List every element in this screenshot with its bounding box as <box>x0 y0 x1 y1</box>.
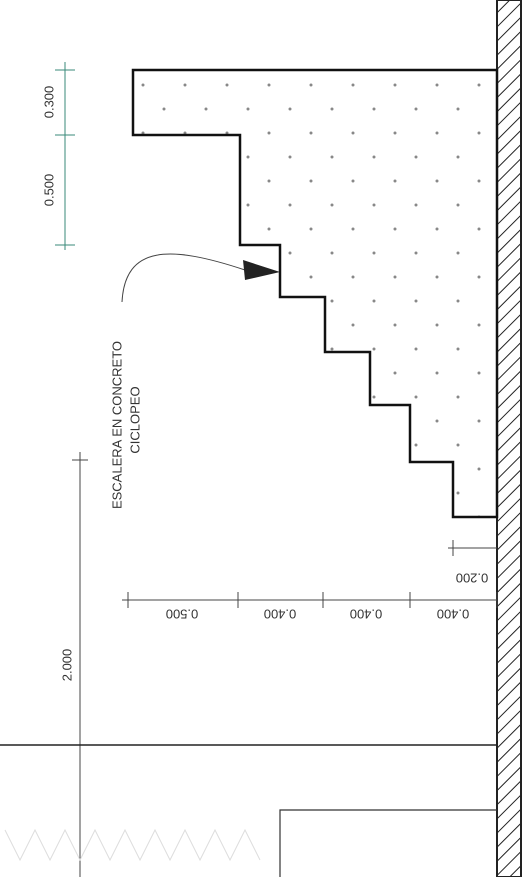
dimension-label: 0.300 <box>41 86 56 119</box>
dimension-label: 0.400 <box>264 607 297 622</box>
small-dimension: 0.200 <box>448 540 497 586</box>
leader-line <box>121 253 246 303</box>
dimension-label: 0.400 <box>437 607 470 622</box>
dimension-label: 0.500 <box>166 607 199 622</box>
dimension-label: 0.200 <box>456 571 489 586</box>
outline <box>279 809 497 877</box>
wall <box>496 0 522 877</box>
concrete-stair <box>131 68 499 519</box>
left-dimension: 0.300 0.500 <box>41 62 75 250</box>
dimension-label: 0.400 <box>350 607 383 622</box>
dimension-label: 2.000 <box>59 649 74 682</box>
bottom-dimension: 0.500 0.400 0.400 0.400 <box>122 592 498 622</box>
arrow-head <box>243 260 280 280</box>
ground-texture <box>4 828 261 862</box>
annotation-text: CICLOPEO <box>127 386 142 453</box>
annotation-text: ESCALERA EN CONCRETO <box>109 341 124 509</box>
dimension-label: 0.500 <box>41 174 56 207</box>
long-dimension: 2.000 <box>59 452 88 877</box>
